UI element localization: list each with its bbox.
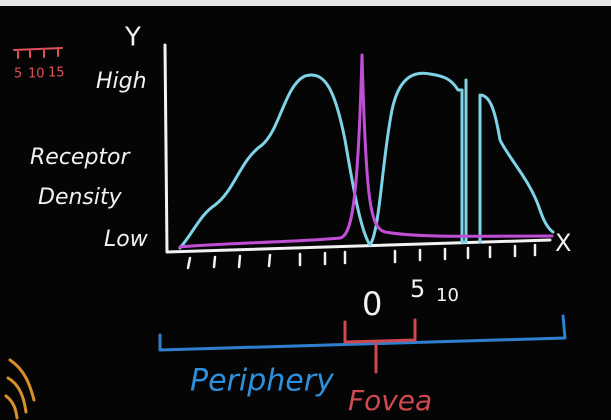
corner-tick: 5 <box>14 67 22 82</box>
x-label: 0 <box>362 285 382 323</box>
diagram: 5 10 15 Y High Receptor Density Low X 0 … <box>0 0 611 420</box>
background <box>0 0 611 420</box>
periphery-label: Periphery <box>190 364 335 399</box>
low-label: Low <box>104 227 149 252</box>
corner-tick: 15 <box>48 66 65 81</box>
y-title: Receptor <box>30 145 132 170</box>
y-axis-label: Y <box>124 23 141 53</box>
fovea-label: Fovea <box>348 384 432 417</box>
x-label: 5 <box>410 275 425 303</box>
top-border <box>0 0 611 6</box>
y-title: Density <box>38 185 123 210</box>
corner-tick: 10 <box>28 67 45 82</box>
high-label: High <box>96 69 147 94</box>
x-label: 10 <box>436 285 459 306</box>
x-axis-label: X <box>555 229 571 257</box>
